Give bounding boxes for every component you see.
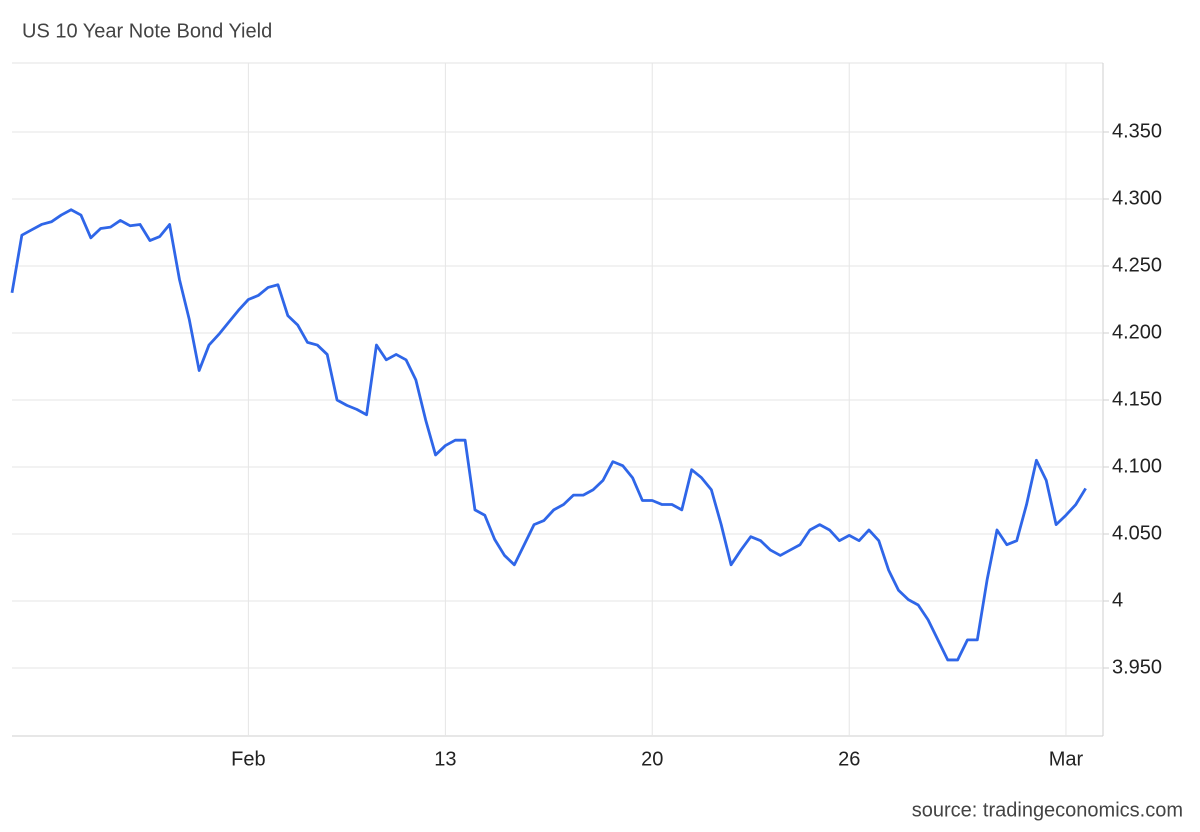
y-tick-label: 4 bbox=[1112, 589, 1123, 611]
y-tick-label: 4.150 bbox=[1112, 388, 1162, 410]
y-tick-label: 4.350 bbox=[1112, 120, 1162, 142]
y-tick-label: 3.950 bbox=[1112, 656, 1162, 678]
source-note: source: tradingeconomics.com bbox=[912, 799, 1183, 821]
x-tick-label: 26 bbox=[838, 748, 860, 770]
x-tick-label: Feb bbox=[231, 748, 265, 770]
x-tick-label: 20 bbox=[641, 748, 663, 770]
x-tick-label: Mar bbox=[1049, 748, 1084, 770]
y-tick-label: 4.250 bbox=[1112, 254, 1162, 276]
y-tick-label: 4.100 bbox=[1112, 455, 1162, 477]
y-tick-label: 4.050 bbox=[1112, 522, 1162, 544]
chart-title: US 10 Year Note Bond Yield bbox=[22, 20, 272, 42]
y-tick-label: 4.300 bbox=[1112, 187, 1162, 209]
y-tick-label: 4.200 bbox=[1112, 321, 1162, 343]
yield-line bbox=[10, 208, 1087, 662]
x-tick-label: 13 bbox=[434, 748, 456, 770]
